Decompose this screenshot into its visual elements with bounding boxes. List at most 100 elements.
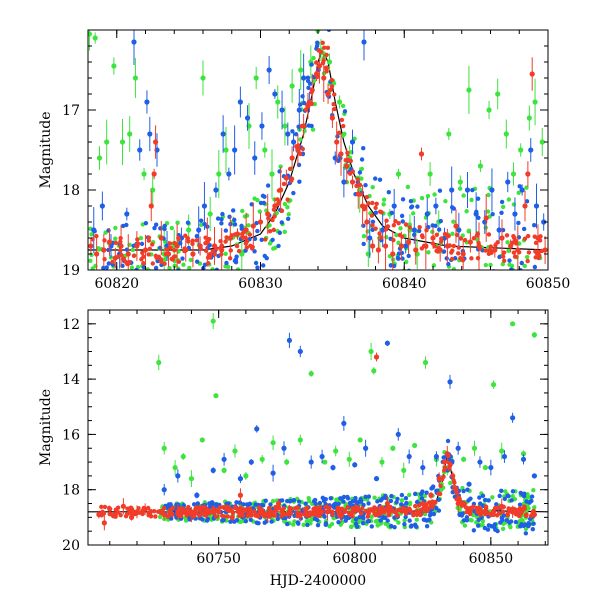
observation-point	[161, 274, 165, 278]
observation-point	[139, 241, 145, 247]
observation-point	[530, 511, 535, 516]
observation-point	[271, 246, 276, 251]
observation-point	[219, 243, 224, 248]
observation-point	[396, 520, 401, 525]
observation-point	[419, 246, 425, 251]
observation-point	[449, 205, 455, 210]
data-point	[466, 87, 472, 93]
observation-point	[226, 501, 231, 506]
observation-point	[297, 179, 302, 184]
observation-point	[306, 85, 311, 91]
data-point	[364, 219, 370, 225]
observation-point	[119, 252, 124, 258]
data-point	[333, 448, 339, 454]
observation-point	[395, 513, 400, 518]
data-point	[281, 445, 287, 451]
observation-point	[485, 510, 490, 516]
data-point	[161, 445, 167, 451]
observation-point	[488, 248, 493, 253]
data-point	[413, 247, 419, 253]
data-point	[449, 187, 455, 193]
observation-point	[357, 499, 362, 504]
data-point	[120, 503, 126, 509]
observation-point	[131, 253, 137, 259]
observation-point	[383, 515, 388, 520]
data-point	[127, 131, 133, 137]
observation-point	[212, 251, 217, 257]
observation-point	[305, 102, 310, 108]
observation-point	[377, 209, 383, 214]
observation-point	[253, 502, 258, 507]
data-point	[486, 107, 492, 113]
observation-point	[247, 506, 252, 512]
observation-point	[121, 256, 126, 262]
data-point	[483, 215, 489, 221]
observation-point	[522, 263, 527, 269]
data-point	[422, 359, 429, 366]
observation-point	[262, 520, 267, 525]
observation-point	[443, 198, 448, 204]
observation-point	[259, 237, 264, 243]
data-point	[349, 139, 356, 145]
observation-point	[469, 256, 474, 261]
observation-point	[315, 517, 320, 523]
observation-point	[310, 127, 316, 132]
observation-point	[399, 250, 405, 256]
observation-point	[486, 232, 492, 237]
observation-point	[329, 509, 335, 514]
data-point	[433, 203, 439, 209]
data-point	[391, 203, 397, 209]
observation-point	[185, 220, 191, 225]
data-point	[424, 211, 430, 217]
data-point	[330, 464, 336, 471]
observation-point	[322, 514, 327, 519]
y-tick-label: 17	[62, 103, 80, 119]
observation-point	[396, 221, 401, 226]
observation-point	[399, 498, 405, 503]
observation-point	[424, 490, 429, 495]
observation-point	[194, 238, 199, 243]
observation-point	[373, 176, 378, 181]
data-point	[447, 379, 453, 385]
observation-point	[389, 493, 394, 499]
observation-point	[357, 170, 363, 175]
observation-point	[530, 527, 536, 532]
observation-point	[507, 258, 512, 263]
observation-point	[459, 296, 463, 300]
observation-point	[407, 518, 412, 523]
data-point	[324, 509, 331, 515]
observation-point	[402, 518, 407, 523]
observation-point	[327, 505, 332, 510]
observation-point	[268, 502, 273, 507]
observation-point	[232, 274, 236, 278]
data-point	[221, 467, 227, 473]
observation-point	[305, 75, 311, 80]
observation-point	[153, 514, 158, 519]
observation-point	[511, 233, 516, 239]
data-point	[510, 415, 516, 421]
observation-point	[321, 45, 327, 50]
observation-point	[373, 210, 379, 215]
data-point	[533, 203, 540, 209]
data-point	[142, 247, 149, 253]
data-point	[520, 451, 527, 457]
data-point	[220, 131, 226, 137]
observation-point	[271, 207, 277, 212]
observation-point	[113, 507, 119, 512]
observation-point	[471, 236, 477, 241]
data-point	[428, 492, 434, 498]
observation-point	[287, 499, 293, 504]
observation-point	[452, 480, 457, 485]
observation-point	[101, 265, 106, 270]
observation-point	[531, 488, 536, 493]
observation-point	[527, 521, 532, 527]
observation-point	[286, 212, 291, 217]
data-point	[237, 99, 243, 105]
data-point	[269, 171, 275, 177]
observation-point	[501, 272, 505, 276]
observation-point	[305, 522, 310, 528]
observation-point	[516, 250, 522, 255]
observation-point	[391, 237, 396, 243]
observation-point	[386, 189, 392, 195]
observation-point	[309, 62, 314, 67]
